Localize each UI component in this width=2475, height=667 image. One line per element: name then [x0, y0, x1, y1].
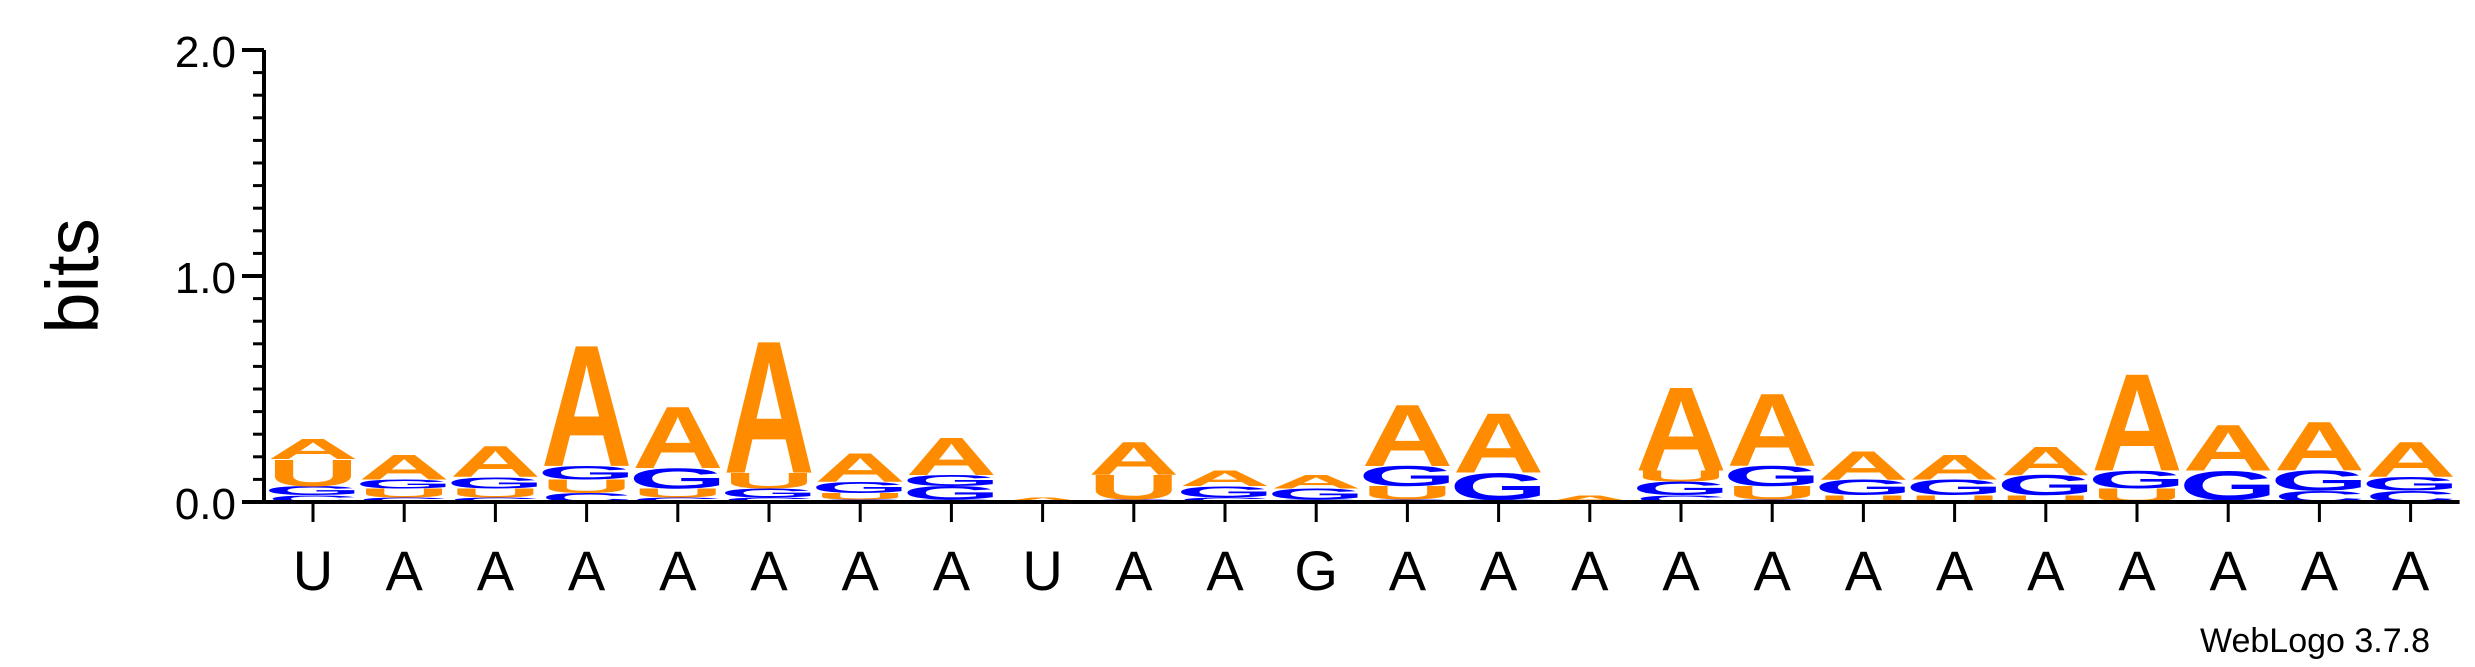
logo-glyph-U: U [541, 476, 632, 497]
logo-glyph-A: A [1909, 448, 2000, 487]
x-tick-label: A [1936, 539, 1974, 602]
logo-glyph-C: C [267, 494, 358, 505]
x-tick-label: A [2118, 539, 2156, 602]
logo-glyph-C: C [723, 496, 814, 503]
logo-glyph-G: G [1723, 461, 1821, 493]
logo-glyph-A: A [1271, 471, 1362, 492]
x-tick-label: U [1022, 539, 1062, 602]
logo-glyph-A: A [1818, 442, 1909, 488]
logo-glyph-A: A [2091, 346, 2182, 501]
y-tick-label: 1.0 [175, 254, 236, 303]
x-tick-label: A [477, 539, 515, 602]
logo-glyph-C: C [450, 496, 541, 503]
x-tick-label: A [1480, 539, 1518, 602]
logo-glyph-G: G [902, 472, 1000, 490]
logo-glyph-U: U [1909, 494, 2000, 505]
logo-glyph-U: U [450, 486, 541, 500]
logo-glyph-G: G [2361, 474, 2459, 495]
x-tick-label: A [1206, 539, 1244, 602]
logo-glyph-A: A [2365, 432, 2456, 488]
x-tick-label: A [386, 539, 424, 602]
logo-glyph-G: G [1632, 478, 1730, 499]
logo-glyph-U: U [2000, 494, 2091, 505]
logo-glyph-G: G [537, 462, 635, 483]
logo-glyph-A: A [997, 496, 1088, 503]
x-tick-label: A [2210, 539, 2248, 602]
logo-glyph-G: G [264, 484, 362, 498]
x-tick-label: A [2027, 539, 2065, 602]
logo-glyph-G: G [446, 474, 544, 492]
y-tick-marks: 0.0 1.0 2.0 [175, 28, 264, 529]
logo-glyph-U: U [1818, 494, 1909, 505]
logo-glyph-A: A [1088, 433, 1179, 486]
logo-glyph-U: U [632, 486, 723, 500]
logo-glyph-G: G [1814, 476, 1912, 501]
logo-glyph-A: A [267, 434, 358, 466]
logo-glyph-A: A [632, 389, 723, 488]
x-tick-label: U [293, 539, 333, 602]
x-tick-label: A [659, 539, 697, 602]
logo-glyph-U: U [723, 469, 814, 494]
logo-glyph-A: A [450, 437, 541, 486]
logo-glyph-C: C [1179, 496, 1270, 503]
logo-glyph-A: A [2183, 411, 2274, 485]
logo-glyph-U: U [1362, 483, 1453, 504]
y-tick-label: 0.0 [175, 480, 236, 529]
logo-glyph-G: G [629, 463, 727, 495]
logo-glyph-A: A [1635, 362, 1726, 496]
logo-glyph-G: G [1176, 483, 1274, 501]
logo-glyph-G: G [1358, 461, 1456, 493]
y-axis-label: bits [31, 218, 114, 333]
logo-glyph-U: U [1727, 483, 1818, 504]
logo-glyph-A: A [1544, 494, 1635, 505]
weblogo-credit: WebLogo 3.7.8 [2200, 622, 2430, 660]
logo-glyph-G: G [2088, 466, 2186, 494]
x-tick-label: A [1389, 539, 1427, 602]
x-tick-label: A [750, 539, 788, 602]
logo-glyph-A: A [1362, 386, 1453, 485]
x-tick-label: G [1294, 539, 1338, 602]
logo-glyph-A: A [723, 302, 814, 514]
logo-glyph-G: G [1267, 486, 1365, 504]
logo-glyph-A: A [1179, 466, 1270, 491]
logo-glyph-A: A [2274, 408, 2365, 486]
x-tick-label: A [842, 539, 880, 602]
logo-glyph-U: U [359, 486, 450, 500]
x-tick-label: A [1754, 539, 1792, 602]
logo-glyph-G: G [1905, 476, 2003, 501]
logo-glyph-G: G [2270, 465, 2368, 497]
logo-glyph-stacks: CGUACUGACUGACUGACUGACGUACUGACGGAACUACGAC… [264, 302, 2460, 514]
logo-glyph-G: G [720, 486, 818, 500]
logo-glyph-C: C [1635, 494, 1726, 505]
x-tick-label: A [2392, 539, 2430, 602]
logo-glyph-G: G [1997, 470, 2095, 502]
logo-glyph-U: U [267, 452, 358, 495]
x-tick-label: A [1845, 539, 1883, 602]
logo-glyph-U: U [815, 491, 906, 502]
logo-glyph-G: G [811, 479, 909, 497]
x-tick-label: A [933, 539, 971, 602]
y-tick-label: 2.0 [175, 28, 236, 77]
logo-glyph-A: A [1727, 371, 1818, 488]
logo-glyph-C: C [632, 496, 723, 503]
logo-glyph-C: C [359, 496, 450, 503]
logo-glyph-A: A [815, 445, 906, 491]
logo-glyph-G: G [355, 477, 453, 491]
logo-glyph-G: G [902, 483, 1000, 504]
logo-glyph-U: U [1635, 467, 1726, 485]
x-tick-label: A [2301, 539, 2339, 602]
logo-glyph-A: A [906, 426, 997, 486]
x-tick-label: A [568, 539, 606, 602]
logo-glyph-A: A [359, 448, 450, 487]
logo-glyph-A: A [2000, 438, 2091, 484]
x-tick-label: A [1115, 539, 1153, 602]
x-tick-label: A [1662, 539, 1700, 602]
x-tick-label: A [1571, 539, 1609, 602]
logo-glyph-A: A [1453, 395, 1544, 491]
logo-glyph-A: A [541, 310, 632, 503]
